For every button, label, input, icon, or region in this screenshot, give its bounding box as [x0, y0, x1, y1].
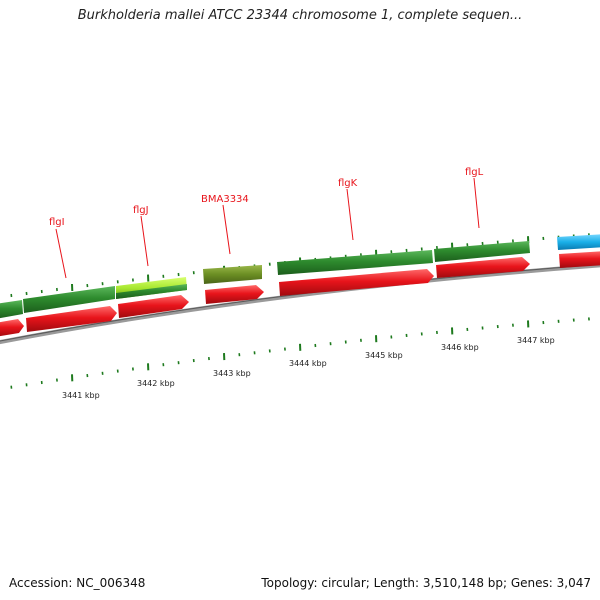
leader-flgJ	[140, 215, 149, 267]
gene-label-BMA3334[interactable]: BMA3334	[201, 194, 249, 205]
accession-text: Accession: NC_006348	[9, 576, 146, 590]
cds-arrow-7[interactable]	[559, 251, 600, 268]
cds-arrow-3[interactable]	[118, 295, 189, 318]
gene-block-a[interactable]	[0, 300, 23, 319]
kbp-label-3444: 3444 kbp	[289, 359, 327, 368]
backbone-line-inner	[0, 263, 600, 342]
gene-label-flgK[interactable]: flgK	[338, 178, 358, 189]
gene-label-flgL[interactable]: flgL	[465, 167, 484, 178]
kbp-label-3447: 3447 kbp	[517, 336, 555, 345]
gene-block-flgI[interactable]	[23, 286, 115, 313]
kbp-label-3442: 3442 kbp	[137, 379, 175, 388]
leader-flgK	[346, 188, 354, 241]
gene-block-BMA3334[interactable]	[203, 265, 262, 284]
backbone-line	[0, 263, 600, 345]
kbp-label-3446: 3446 kbp	[441, 343, 479, 352]
cds-arrow-4[interactable]	[205, 285, 264, 304]
cds-arrow-6[interactable]	[436, 257, 530, 278]
gene-block-flgL[interactable]	[434, 241, 530, 262]
kbp-labels: 3441 kbp 3442 kbp 3443 kbp 3444 kbp 3445…	[62, 336, 555, 400]
gene-block-flgJ-lower	[116, 284, 187, 299]
inner-tick-arc	[10, 317, 590, 389]
leader-flgL	[473, 177, 480, 229]
backbone-group	[0, 263, 600, 345]
gene-blocks-outer	[0, 234, 600, 319]
gene-block-flgK[interactable]	[277, 250, 433, 275]
leader-flgI	[55, 228, 67, 279]
kbp-label-3445: 3445 kbp	[365, 351, 403, 360]
cds-arrow-2[interactable]	[26, 306, 117, 332]
map-title: Burkholderia mallei ATCC 23344 chromosom…	[77, 8, 523, 23]
genome-summary-text: Topology: circular; Length: 3,510,148 bp…	[261, 576, 591, 590]
leader-BMA3334	[222, 204, 231, 255]
cds-arrows	[0, 251, 600, 337]
gene-block-cyan[interactable]	[557, 234, 600, 250]
cds-arrow-1[interactable]	[0, 319, 24, 337]
kbp-label-3441: 3441 kbp	[62, 391, 100, 400]
gene-label-flgI[interactable]: flgI	[49, 217, 65, 228]
gene-labels: flgI flgJ BMA3334 flgK flgL	[49, 167, 484, 279]
gene-label-flgJ[interactable]: flgJ	[133, 205, 149, 216]
kbp-label-3443: 3443 kbp	[213, 369, 251, 378]
cds-arrow-5[interactable]	[279, 269, 434, 296]
